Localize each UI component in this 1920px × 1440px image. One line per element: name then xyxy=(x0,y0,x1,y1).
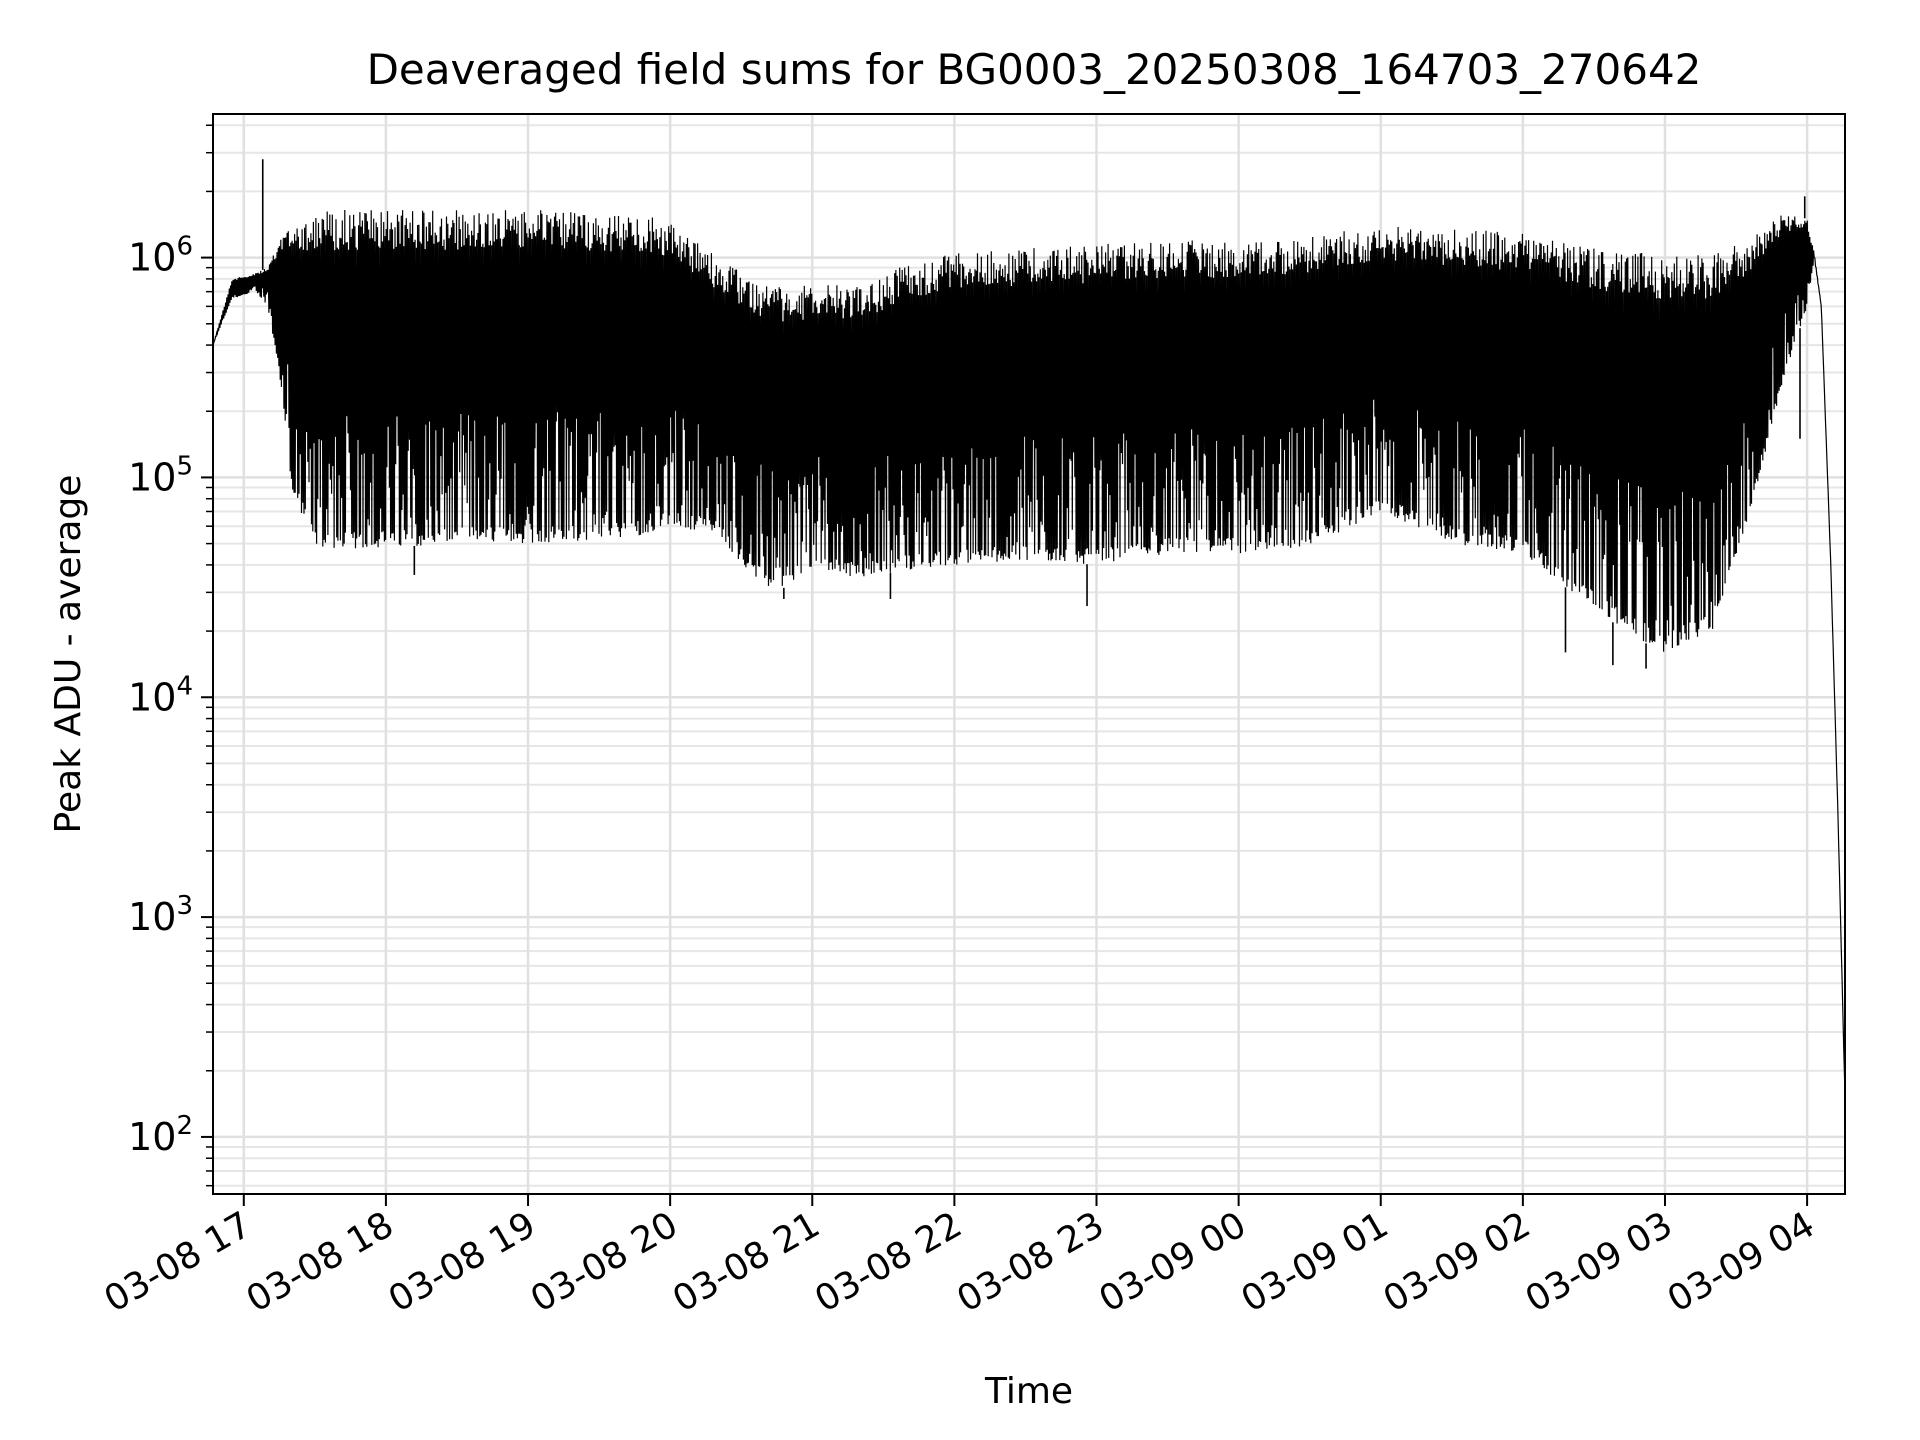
series-line xyxy=(212,209,1846,1099)
chart-title: Deaveraged field sums for BG0003_2025030… xyxy=(367,45,1702,94)
plot-frame xyxy=(212,113,1846,1195)
data-series xyxy=(212,159,1846,1099)
grid xyxy=(213,114,1845,1194)
y-tick-label: 103 xyxy=(128,891,193,939)
y-axis-label: Peak ADU - average xyxy=(48,475,89,834)
y-tick-label: 104 xyxy=(128,671,193,719)
y-axis: 102 103 104 105 106 xyxy=(128,124,213,1187)
x-axis-label: Time xyxy=(984,1371,1073,1412)
y-tick-label: 102 xyxy=(128,1111,193,1159)
y-tick-label: 106 xyxy=(128,232,193,280)
y-tick-label: 105 xyxy=(128,451,193,499)
